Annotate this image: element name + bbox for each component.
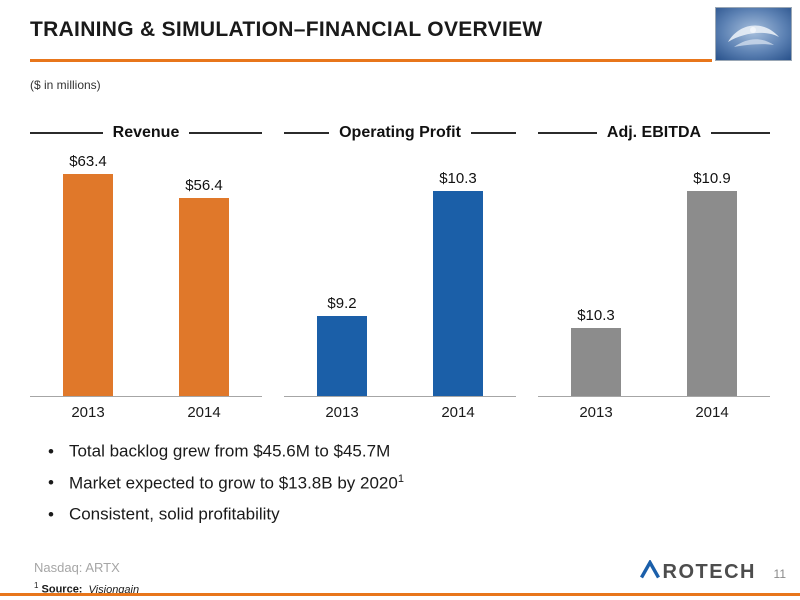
chart-title: Adj. EBITDA [606,124,702,141]
bar-value-label: $9.2 [327,295,357,312]
chart-operating-profit: Operating Profit $9.2 $10.3 2013 2014 [284,122,516,421]
bar-value-label: $10.3 [439,170,477,187]
x-axis-labels: 2013 2014 [538,404,770,421]
bullet-text: Total backlog grew from $45.6M to $45.7M [68,441,391,461]
chart-title: Operating Profit [339,124,461,141]
page-title: TRAINING & SIMULATION–FINANCIAL OVERVIEW [30,18,543,41]
units-note: ($ in millions) [30,78,101,92]
bullet-text: Consistent, solid profitability [68,504,280,524]
x-axis-labels: 2013 2014 [284,404,516,421]
bar-column: $63.4 [63,153,113,396]
bar-value-label: $10.3 [577,307,615,324]
bar-value-label: $56.4 [185,177,223,194]
bar-value-label: $10.9 [693,170,731,187]
bar-column: $56.4 [179,177,229,396]
charts-row: Revenue $63.4 $56.4 2013 2014 [30,122,770,421]
arotech-wordmark: ROTECH [662,560,756,583]
bar-column: $10.9 [687,170,737,396]
chart-adj-ebitda: Adj. EBITDA $10.3 $10.9 2013 2014 [538,122,770,421]
arotech-triangle-icon [639,559,661,584]
bar-column: $10.3 [571,307,621,396]
source-value: Visiongain [88,583,140,596]
nasdaq-ticker: Nasdaq: ARTX [34,560,120,575]
bar-column: $10.3 [433,170,483,396]
bar-revenue-2014 [179,198,229,396]
bar-adj-ebitda-2014 [687,191,737,396]
chart-title: Revenue [112,124,180,141]
year-label: 2014 [441,404,475,421]
source-superscript: 1 [34,581,39,590]
bullet-text: Market expected to grow to $13.8B by 202… [68,473,398,493]
title-line-right [189,132,263,134]
chart-title-row: Adj. EBITDA [538,122,770,144]
company-emblem-graphic [716,8,791,60]
title-line-left [284,132,330,134]
bar-column: $9.2 [317,295,367,396]
plot-area: $10.3 $10.9 [538,146,770,397]
chart-revenue: Revenue $63.4 $56.4 2013 2014 [30,122,263,421]
source-label: Source: [41,583,83,596]
year-label: 2013 [325,404,359,421]
chart-title-row: Revenue [30,122,263,144]
title-line-right [470,132,516,134]
page-number: 11 [773,567,786,581]
chart-title-row: Operating Profit [284,122,516,144]
title-line-right [711,132,770,134]
bar-value-label: $63.4 [69,153,107,170]
bar-operating-profit-2014 [433,191,483,396]
year-label: 2014 [187,404,221,421]
plot-area: $63.4 $56.4 [30,146,262,397]
x-axis-labels: 2013 2014 [30,404,262,421]
year-label: 2013 [71,404,105,421]
bullet-item: Consistent, solid profitability [48,504,404,525]
header-accent-rule [30,59,712,62]
year-label: 2013 [579,404,613,421]
company-emblem [715,7,792,61]
bar-revenue-2013 [63,174,113,396]
source-footnote: 1 Source: Visiongain [34,581,139,596]
title-line-left [30,132,103,134]
bar-operating-profit-2013 [317,316,367,396]
bullet-item: Market expected to grow to $13.8B by 202… [48,473,404,494]
arotech-logo: ROTECH [639,559,756,584]
bullet-list: Total backlog grew from $45.6M to $45.7M… [48,441,404,536]
footer-accent-rule [0,593,800,596]
title-line-left [538,132,597,134]
year-label: 2014 [695,404,729,421]
bullet-item: Total backlog grew from $45.6M to $45.7M [48,441,404,462]
plot-area: $9.2 $10.3 [284,146,516,397]
bullet-superscript: 1 [397,472,404,485]
bar-adj-ebitda-2013 [571,328,621,396]
